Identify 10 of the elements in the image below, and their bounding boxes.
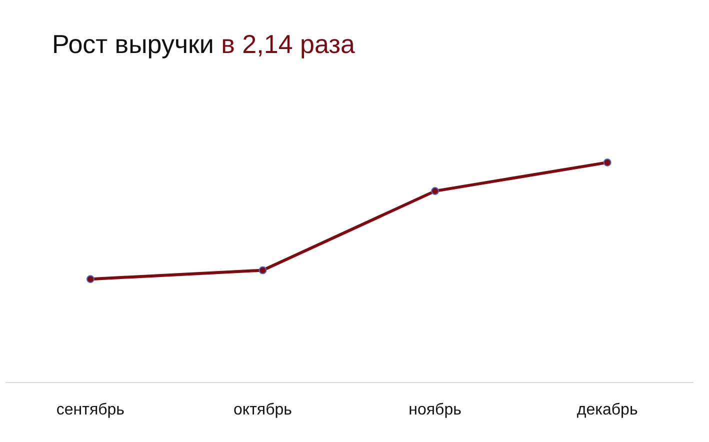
x-tick-label: октябрь	[234, 402, 292, 418]
chart-subtitle: в 2,14 раза	[221, 29, 356, 59]
point	[258, 266, 267, 274]
x-tick-label: ноябрь	[408, 402, 462, 418]
chart-title: Рост выручки	[52, 29, 214, 59]
point	[431, 187, 440, 196]
point	[86, 275, 94, 284]
point	[603, 158, 612, 166]
x-tick-label: декабрь	[576, 402, 638, 418]
x-tick-label: сентябрь	[56, 402, 125, 418]
